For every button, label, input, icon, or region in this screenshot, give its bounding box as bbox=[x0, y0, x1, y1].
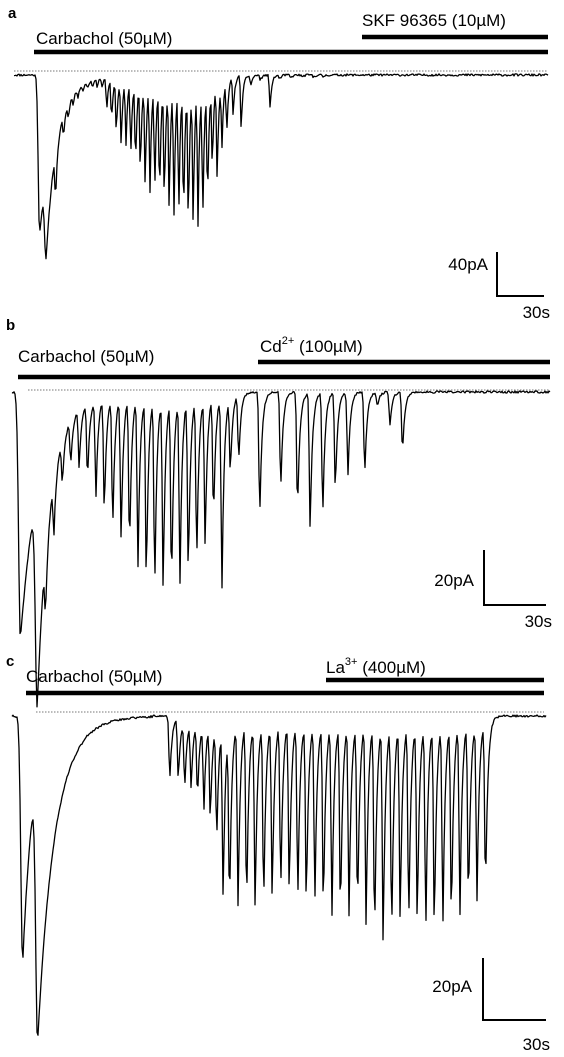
panel-b-drug-label-conc: (100µM) bbox=[294, 337, 362, 356]
panel-b-scale-current-label: 20pA bbox=[434, 571, 474, 590]
panel-c-scale-current-label: 20pA bbox=[432, 977, 472, 996]
panel-b-current-trace bbox=[11, 390, 551, 708]
panel-b-drug-label-ion: Cd bbox=[260, 337, 282, 356]
panel-c-drug-label-charge: 3+ bbox=[345, 656, 358, 668]
panel-c-drug-label-ion: La bbox=[326, 658, 345, 677]
panel-c-current-trace bbox=[11, 714, 547, 1036]
panel-c-drug-label: La3+ (400µM) bbox=[326, 656, 426, 677]
panel-a: a Carbachol (50µM) SKF 96365 (10µM) 40pA… bbox=[8, 5, 550, 322]
panel-b-drug-label: Cd2+ (100µM) bbox=[260, 335, 363, 356]
panel-a-letter: a bbox=[8, 5, 17, 22]
panel-c-drug-label-conc: (400µM) bbox=[357, 658, 425, 677]
panel-a-scale-current-label: 40pA bbox=[448, 255, 488, 274]
panel-b-drug-label-charge: 2+ bbox=[282, 335, 295, 347]
panel-a-drug-label: SKF 96365 (10µM) bbox=[362, 11, 506, 30]
panel-a-scale-time-label: 30s bbox=[523, 303, 550, 322]
panel-a-carbachol-label: Carbachol (50µM) bbox=[36, 29, 172, 48]
panel-a-current-trace bbox=[13, 73, 549, 260]
panel-c-carbachol-label: Carbachol (50µM) bbox=[26, 667, 162, 686]
panel-b-scale-time-label: 30s bbox=[525, 612, 552, 631]
panel-b-letter: b bbox=[6, 317, 15, 334]
panel-b: b Carbachol (50µM) Cd2+ (100µM) 20pA 30s bbox=[6, 317, 552, 708]
panel-c: c Carbachol (50µM) La3+ (400µM) 20pA 30s bbox=[6, 653, 550, 1054]
panel-b-carbachol-label: Carbachol (50µM) bbox=[18, 347, 154, 366]
panel-c-scale-time-label: 30s bbox=[523, 1035, 550, 1054]
panel-c-letter: c bbox=[6, 653, 14, 670]
